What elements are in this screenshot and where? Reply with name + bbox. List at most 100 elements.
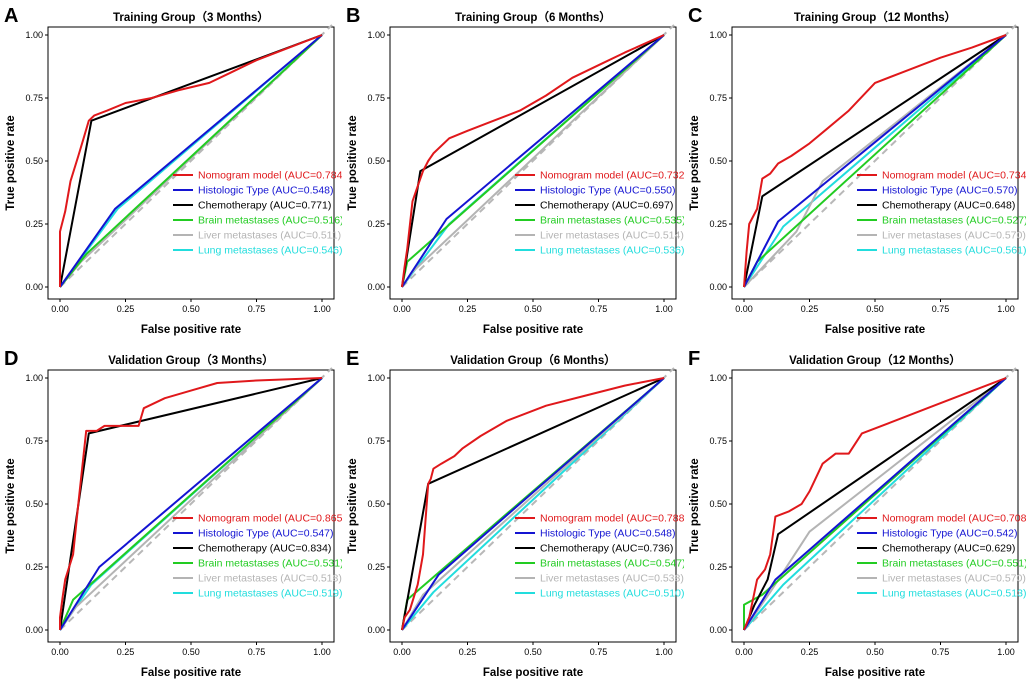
y-tick-label: 0.75 [709,93,727,103]
legend-label-liver: Liver metastases (AUC=0.538) [540,573,684,585]
x-tick-label: 0.25 [117,647,135,657]
x-axis-label: False positive rate [483,667,583,679]
y-tick-label: 0.75 [25,93,43,103]
x-tick-label: 0.75 [590,647,608,657]
y-tick-label: 0.75 [367,93,385,103]
x-tick-label: 0.75 [248,304,266,314]
y-axis-label: True positive rate [5,115,17,210]
y-tick-label: 0.25 [25,562,43,572]
series-line-histologic [59,377,323,631]
y-tick-label: 1.00 [367,30,385,40]
legend-label-lung: Lung metastases (AUC=0.513) [882,588,1026,600]
panel-letter: F [688,348,700,370]
y-tick-label: 0.25 [367,219,385,229]
chart-title: Training Group（6 Months） [455,10,611,24]
x-tick-label: 0.50 [866,304,884,314]
roc-chart-e: E Validation Group（6 Months） 0.00 0.25 0.50 0… [346,348,684,679]
x-tick-label: 0.00 [393,647,411,657]
series-line-nomogram [743,34,1007,288]
series-line-liver [743,377,1007,631]
y-tick-label: 1.00 [367,373,385,383]
y-tick-label: 0.00 [367,282,385,292]
y-axis-label: True positive rate [5,458,17,553]
y-tick-label: 0.00 [25,625,43,635]
legend-label-brain: Brain metastases (AUC=0.535) [540,215,684,227]
series-line-nomogram [59,34,323,287]
y-tick-label: 1.00 [709,30,727,40]
y-axis-label: True positive rate [689,115,701,210]
series-line-lung [743,34,1007,288]
legend-label-nomogram: Nomogram model (AUC=0.734) [882,170,1026,182]
chart-title: Validation Group（3 Months） [108,353,273,367]
reference-diagonal [743,24,1017,288]
series-line-nomogram [401,377,665,631]
x-tick-label: 1.00 [655,304,673,314]
y-tick-label: 0.50 [367,499,385,509]
x-tick-label: 0.00 [51,647,69,657]
series-line-histologic [59,34,323,288]
legend-label-nomogram: Nomogram model (AUC=0.708) [882,513,1026,525]
x-tick-label: 0.25 [801,304,819,314]
legend-label-brain: Brain metastases (AUC=0.547) [540,558,684,570]
x-tick-label: 0.75 [248,647,266,657]
legend-label-brain: Brain metastases (AUC=0.527) [882,215,1026,227]
x-tick-label: 0.00 [51,304,69,314]
legend-label-lung: Lung metastases (AUC=0.519) [198,588,342,600]
y-tick-label: 0.75 [25,436,43,446]
x-tick-label: 0.25 [117,304,135,314]
legend-label-liver: Liver metastases (AUC=0.570) [882,573,1026,585]
legend-label-chemotherapy: Chemotherapy (AUC=0.771) [198,200,331,212]
series-line-chemotherapy [743,34,1007,288]
roc-chart-d: D Validation Group（3 Months） 0.00 0.25 0.50 0… [4,348,342,679]
x-tick-label: 0.50 [182,647,200,657]
panel-letter: C [688,5,702,27]
legend-label-nomogram: Nomogram model (AUC=0.784) [198,170,342,182]
y-tick-label: 0.50 [709,156,727,166]
y-tick-label: 1.00 [25,30,43,40]
x-axis-label: False positive rate [825,667,925,679]
roc-panel-d: D Validation Group（3 Months） 0.00 0.25 0.50 0… [0,343,342,686]
y-tick-label: 1.00 [25,373,43,383]
x-tick-label: 0.50 [866,647,884,657]
legend-label-nomogram: Nomogram model (AUC=0.865) [198,513,342,525]
legend-label-lung: Lung metastases (AUC=0.510) [540,588,684,600]
x-tick-label: 0.75 [590,304,608,314]
legend-label-histologic: Histologic Type (AUC=0.550) [540,185,676,197]
x-tick-label: 0.00 [393,304,411,314]
x-tick-label: 0.75 [932,304,950,314]
legend-label-liver: Liver metastases (AUC=0.514) [540,230,684,242]
x-tick-label: 1.00 [313,304,331,314]
legend-label-histologic: Histologic Type (AUC=0.548) [198,185,334,197]
y-tick-label: 0.00 [709,625,727,635]
series-line-histologic [743,377,1007,631]
x-tick-label: 0.25 [459,304,477,314]
roc-panel-a: A Training Group（3 Months） 0.00 0.25 0.50 0.7… [0,0,342,343]
roc-chart-f: F Validation Group（12 Months） 0.00 0.25 0.50… [688,348,1026,679]
x-tick-label: 0.00 [735,647,753,657]
series-line-histologic [401,377,665,631]
legend-label-lung: Lung metastases (AUC=0.546) [198,245,342,257]
y-tick-label: 0.75 [367,436,385,446]
chart-title: Training Group（3 Months） [113,10,269,24]
legend-label-chemotherapy: Chemotherapy (AUC=0.736) [540,543,673,555]
y-axis-label: True positive rate [689,458,701,553]
x-tick-label: 1.00 [313,647,331,657]
y-tick-label: 0.50 [709,499,727,509]
legend-label-lung: Lung metastases (AUC=0.561) [882,245,1026,257]
x-axis-label: False positive rate [141,667,241,679]
y-tick-label: 0.50 [25,156,43,166]
x-tick-label: 0.50 [524,304,542,314]
legend-label-brain: Brain metastases (AUC=0.516) [198,215,342,227]
series-line-liver [743,34,1007,288]
x-axis-label: False positive rate [141,324,241,336]
series-line-nomogram [59,377,323,630]
roc-panel-c: C Training Group（12 Months） 0.00 0.25 0.50 0.… [684,0,1026,343]
y-tick-label: 0.00 [25,282,43,292]
series-line-nomogram [401,34,665,288]
panel-letter: B [346,5,360,27]
series-line-lung [743,377,1007,631]
y-tick-label: 0.25 [367,562,385,572]
y-axis-label: True positive rate [347,458,359,553]
legend-label-chemotherapy: Chemotherapy (AUC=0.648) [882,200,1015,212]
